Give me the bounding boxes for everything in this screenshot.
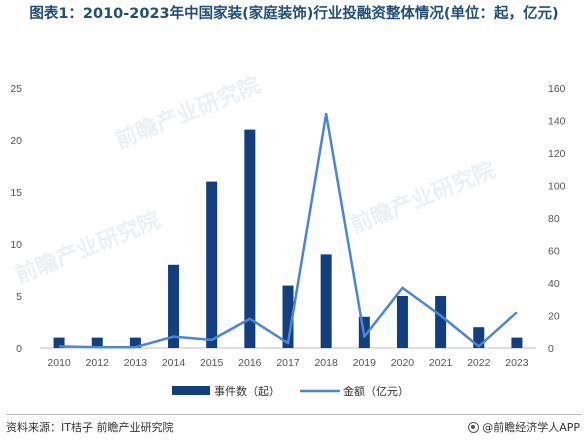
bar-2021 [435, 296, 447, 348]
footer-divider [6, 414, 582, 415]
x-tick-label: 2017 [276, 357, 300, 369]
bar-2022 [473, 327, 485, 348]
bar-2013 [129, 337, 141, 348]
bar-2012 [91, 337, 103, 348]
bar-2023 [511, 337, 523, 348]
right-tick-label: 40 [548, 278, 560, 290]
amount-line-series [59, 112, 518, 349]
right-tick-label: 120 [548, 148, 566, 160]
left-axis-ticks: 0 5 10 15 20 25 [10, 83, 22, 355]
x-tick-label: 2022 [467, 357, 491, 369]
bar-2015 [206, 181, 218, 348]
legend-bar-swatch [172, 386, 210, 395]
bar-2018 [320, 254, 332, 348]
right-tick-label: 100 [548, 181, 566, 193]
right-axis-ticks: 0 20 40 60 80 100 120 140 160 [548, 83, 566, 355]
right-tick-label: 160 [548, 83, 566, 95]
x-axis-ticks: 2010 2012 2013 2014 2015 2016 2017 2018 2019 2020… [47, 357, 528, 369]
legend-line-label: 金额（亿元） [343, 384, 409, 398]
x-tick-label: 2018 [314, 357, 338, 369]
left-tick-label: 5 [16, 291, 22, 303]
bar-2020 [396, 296, 408, 348]
brand-logo-icon [468, 421, 480, 433]
brand-text: @前瞻经济学人APP [482, 421, 580, 434]
bar-series [53, 129, 523, 348]
left-tick-label: 0 [16, 343, 22, 355]
x-tick-label: 2016 [238, 357, 262, 369]
bar-2014 [168, 264, 180, 348]
x-tick-label: 2014 [162, 357, 186, 369]
bar-2016 [244, 129, 256, 348]
x-tick-label: 2023 [505, 357, 529, 369]
x-tick-label: 2010 [47, 357, 71, 369]
x-tick-label: 2012 [86, 357, 110, 369]
right-tick-label: 60 [548, 246, 560, 258]
left-tick-label: 10 [10, 239, 22, 251]
source-note: 资料来源：IT桔子 前瞻产业研究院 [6, 421, 174, 434]
left-tick-label: 25 [10, 83, 22, 95]
right-tick-label: 80 [548, 213, 560, 225]
right-tick-label: 20 [548, 311, 560, 323]
x-tick-label: 2013 [124, 357, 148, 369]
x-tick-label: 2019 [353, 357, 377, 369]
brand-signature: @前瞻经济学人APP [468, 419, 580, 435]
left-tick-label: 15 [10, 187, 22, 199]
legend-bar-label: 事件数（起） [214, 385, 280, 398]
chart-title: 图表1：2010-2023年中国家装(家庭装饰)行业投融资整体情况(单位：起，亿… [29, 6, 559, 22]
bar-2010 [53, 337, 65, 348]
x-tick-label: 2021 [429, 357, 453, 369]
x-tick-label: 2015 [200, 357, 224, 369]
left-tick-label: 20 [10, 135, 22, 147]
bar-2017 [282, 285, 294, 348]
legend: 事件数（起） 金额（亿元） [172, 384, 409, 398]
x-tick-label: 2020 [391, 357, 415, 369]
right-tick-label: 0 [548, 343, 554, 355]
right-tick-label: 140 [548, 116, 566, 128]
